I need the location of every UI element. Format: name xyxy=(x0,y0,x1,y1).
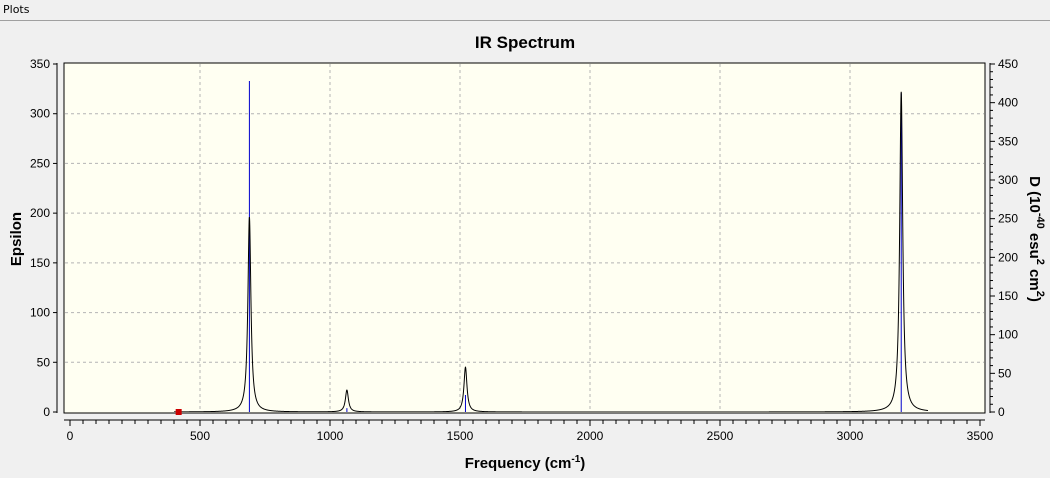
menu-item-plots[interactable]: Plots xyxy=(3,3,30,16)
y-tick-label-left: 100 xyxy=(30,306,50,320)
menu-bar: Plots xyxy=(0,0,1050,21)
x-tick-label: 2000 xyxy=(577,429,604,443)
x-tick-label: 1500 xyxy=(447,429,474,443)
y-tick-label-right: 0 xyxy=(998,405,1005,419)
y-axis-right: 0 50 100 150 200 250 300 350 400 450 xyxy=(989,57,1018,419)
x-tick-label: 500 xyxy=(190,429,210,443)
y-axis-right-title: D (10-40 esu2 cm2) xyxy=(1026,176,1046,302)
y-tick-label-left: 200 xyxy=(30,206,50,220)
y-tick-label-right: 50 xyxy=(998,366,1012,380)
x-tick-label: 0 xyxy=(67,429,74,443)
x-axis-title: Frequency (cm-1) xyxy=(465,454,586,472)
spectrum-line xyxy=(174,91,929,412)
y-tick-label-left: 50 xyxy=(37,355,51,369)
x-tick-label: 2500 xyxy=(707,429,734,443)
y-axis-left-title: Epsilon xyxy=(8,212,25,266)
data-marker xyxy=(175,409,182,415)
x-tick-label: 3000 xyxy=(837,429,864,443)
x-axis: 0 500 1000 1500 2000 2500 3000 3500 xyxy=(64,419,994,443)
y-axis-left: 0 50 100 150 200 250 300 350 xyxy=(30,57,58,419)
x-tick-label: 3500 xyxy=(967,429,994,443)
y-tick-label-right: 250 xyxy=(998,212,1018,226)
y-tick-label-right: 100 xyxy=(998,328,1018,342)
grid-lines xyxy=(65,64,984,412)
y-tick-label-right: 300 xyxy=(998,173,1018,187)
y-tick-label-right: 350 xyxy=(998,134,1018,148)
y-tick-label-right: 450 xyxy=(998,57,1018,71)
x-tick-label: 1000 xyxy=(317,429,344,443)
y-tick-label-right: 200 xyxy=(998,250,1018,264)
y-tick-label-left: 150 xyxy=(30,256,50,270)
chart-title: IR Spectrum xyxy=(475,33,575,52)
plot-background xyxy=(63,62,986,414)
y-tick-label-left: 300 xyxy=(30,107,50,121)
y-tick-label-right: 400 xyxy=(998,96,1018,110)
ir-spectrum-chart: IR Spectrum 0501001502002503003500501001… xyxy=(0,22,1050,478)
y-tick-label-left: 350 xyxy=(30,57,50,71)
y-tick-label-left: 250 xyxy=(30,156,50,170)
plot-area: 0501001502002503003500501001502002503003… xyxy=(8,57,1046,472)
y-tick-label-right: 150 xyxy=(998,289,1018,303)
stick-series xyxy=(248,81,902,412)
y-tick-label-left: 0 xyxy=(43,405,50,419)
